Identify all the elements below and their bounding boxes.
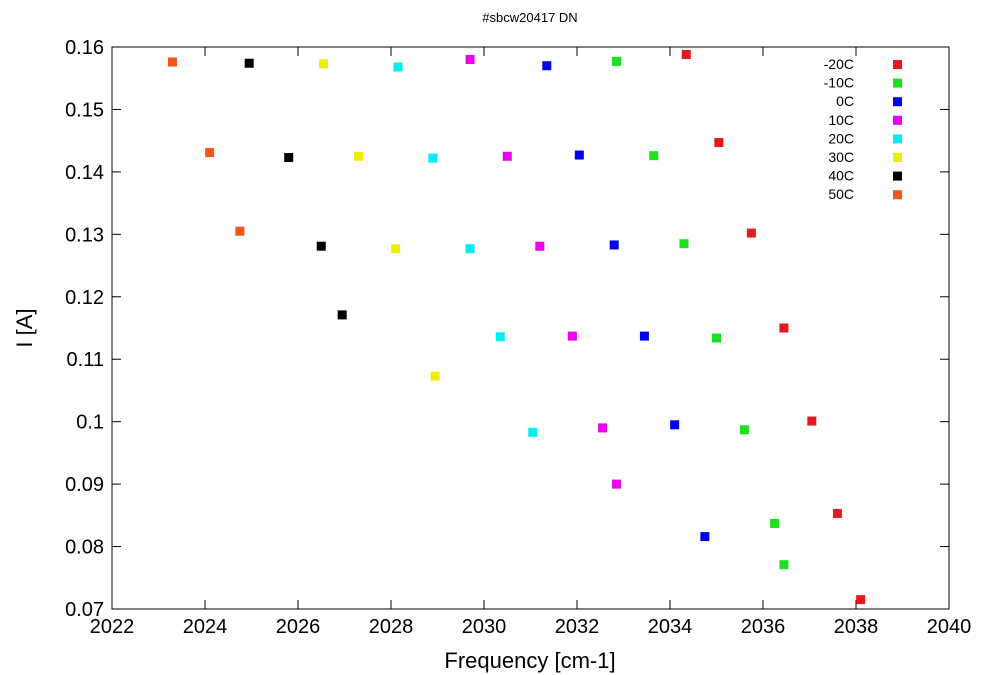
x-tick-label: 2022 — [90, 616, 135, 638]
plot-frame — [111, 46, 950, 610]
legend-swatch-10C — [893, 115, 902, 125]
point-minus10C — [649, 151, 659, 161]
point-minus10C — [779, 560, 789, 570]
point-20C — [528, 427, 538, 437]
point-50C — [205, 148, 215, 158]
point-30C — [353, 151, 363, 161]
y-tick-label: 0.11 — [67, 349, 104, 371]
y-tick-label: 0.14 — [65, 162, 104, 184]
y-axis: 0.07 0.08 0.09 0.1 0.11 0.12 0.13 0.14 0.15 0.16 — [65, 37, 949, 621]
point-minus10C — [712, 333, 721, 343]
y-axis-label: I [A] — [12, 308, 37, 347]
y-tick-label: 0.15 — [65, 99, 104, 121]
legend-label-20C: 20C — [828, 130, 854, 146]
legend-swatch-30C — [893, 153, 902, 162]
point-30C — [430, 371, 440, 381]
legend-swatch-40C — [893, 171, 902, 181]
x-tick-label: 2026 — [276, 616, 321, 638]
point-50C — [167, 57, 177, 67]
point-minus20C — [807, 416, 817, 426]
legend-swatch-minus20C — [893, 60, 902, 69]
y-tick-label: 0.07 — [65, 599, 104, 621]
point-10C — [612, 479, 622, 489]
point-40C — [337, 310, 347, 320]
point-50C — [235, 226, 245, 236]
point-30C — [319, 59, 329, 69]
point-minus20C — [832, 508, 842, 518]
point-minus10C — [612, 56, 622, 66]
y-tick-label: 0.08 — [65, 537, 104, 559]
x-tick-label: 2040 — [927, 616, 972, 638]
x-tick-label: 2024 — [183, 616, 228, 638]
point-minus10C — [679, 239, 689, 249]
point-40C — [244, 58, 254, 68]
data-points — [167, 49, 866, 605]
y-tick-label: 0.12 — [65, 287, 104, 309]
y-tick-label: 0.09 — [65, 474, 104, 496]
legend-label-0C: 0C — [836, 93, 854, 109]
point-10C — [567, 331, 577, 341]
point-10C — [465, 54, 475, 64]
point-0C — [670, 420, 680, 430]
point-minus20C — [856, 595, 866, 605]
legend-swatch-50C — [893, 190, 902, 200]
legend-label-10C: 10C — [828, 112, 854, 128]
x-tick-label: 2034 — [648, 616, 693, 638]
point-20C — [495, 332, 505, 342]
x-tick-label: 2030 — [462, 616, 507, 638]
legend-swatch-0C — [893, 97, 902, 107]
legend-label-40C: 40C — [828, 168, 854, 184]
point-minus10C — [739, 425, 749, 435]
point-20C — [393, 62, 403, 72]
y-tick-label: 0.13 — [65, 224, 104, 246]
point-minus20C — [779, 323, 789, 333]
chart-title: #sbcw20417 DN — [482, 10, 577, 25]
y-tick-label: 0.1 — [76, 412, 104, 434]
x-tick-label: 2032 — [555, 616, 600, 638]
point-20C — [428, 153, 438, 163]
x-tick-label: 2028 — [369, 616, 414, 638]
x-axis-label: Frequency [cm-1] — [444, 648, 615, 673]
point-10C — [535, 241, 545, 251]
point-minus20C — [681, 49, 691, 59]
point-30C — [391, 244, 401, 254]
x-tick-label: 2038 — [834, 616, 879, 638]
point-0C — [574, 150, 584, 160]
point-40C — [284, 153, 294, 163]
y-tick-label: 0.16 — [65, 37, 104, 59]
x-axis: 2022 2024 2026 2028 2030 2032 2034 2036 2038 2040 — [90, 47, 972, 638]
point-20C — [465, 244, 475, 254]
point-minus20C — [746, 228, 756, 238]
legend-label-30C: 30C — [828, 149, 854, 165]
point-0C — [639, 331, 649, 341]
point-minus10C — [770, 518, 780, 528]
legend-swatch-20C — [893, 134, 902, 144]
legend-label-minus10C: -10C — [824, 75, 854, 91]
point-0C — [609, 240, 619, 250]
point-10C — [502, 151, 512, 161]
legend-label-minus20C: -20C — [824, 56, 854, 72]
point-40C — [316, 241, 326, 251]
legend: -20C -10C 0C 10C 20C 30C 40C 50C — [824, 56, 902, 202]
legend-label-50C: 50C — [828, 186, 854, 202]
legend-swatch-minus10C — [893, 78, 902, 88]
point-0C — [542, 61, 552, 71]
point-0C — [700, 532, 710, 542]
x-tick-label: 2036 — [741, 616, 786, 638]
point-minus20C — [714, 138, 724, 148]
point-10C — [598, 423, 608, 433]
